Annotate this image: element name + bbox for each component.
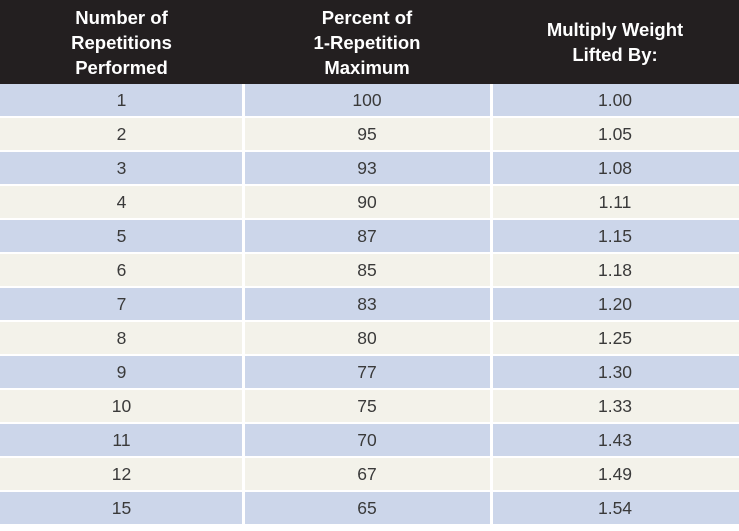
cell-repetitions: 9: [116, 361, 127, 382]
cell-repetitions: 15: [111, 497, 132, 518]
cell-percent: 80: [357, 327, 377, 348]
cell-repetitions: 3: [116, 157, 127, 178]
cell-multiplier: 1.08: [597, 157, 633, 178]
cell-percent: 100: [352, 89, 382, 110]
cell-percent: 65: [357, 497, 377, 518]
cell-repetitions: 8: [116, 327, 127, 348]
table-row: 5 87 1.15: [0, 220, 739, 254]
table-row: 12 67 1.49: [0, 458, 739, 492]
column-divider: [490, 84, 493, 531]
cell-repetitions: 5: [116, 225, 127, 246]
cell-percent: 83: [357, 293, 377, 314]
cell-percent: 75: [357, 395, 377, 416]
cell-percent: 95: [357, 123, 377, 144]
table-header: Number of Repetitions Performed Percent …: [0, 0, 739, 84]
cell-multiplier: 1.25: [597, 327, 633, 348]
cell-percent: 77: [357, 361, 377, 382]
cell-percent: 67: [357, 463, 377, 484]
cell-multiplier: 1.11: [598, 191, 632, 212]
header-repetitions: Number of Repetitions Performed: [71, 6, 172, 78]
cell-multiplier: 1.30: [597, 361, 633, 382]
cell-percent: 70: [357, 429, 377, 450]
cell-multiplier: 1.20: [597, 293, 633, 314]
cell-multiplier: 1.15: [597, 225, 633, 246]
table-row: 10 75 1.33: [0, 390, 739, 424]
header-multiplier: Multiply Weight Lifted By:: [546, 19, 684, 65]
table-row: 1 100 1.00: [0, 84, 739, 118]
header-percent-1rm: Percent of 1-Repetition Maximum: [313, 6, 421, 78]
table-row: 7 83 1.20: [0, 288, 739, 322]
table-row: 8 80 1.25: [0, 322, 739, 356]
table-row: 15 65 1.54: [0, 492, 739, 526]
cell-repetitions: 2: [116, 123, 127, 144]
cell-repetitions: 7: [116, 293, 127, 314]
cell-multiplier: 1.33: [597, 395, 633, 416]
table-row: 3 93 1.08: [0, 152, 739, 186]
column-divider: [242, 84, 245, 531]
table-row: 6 85 1.18: [0, 254, 739, 288]
cell-repetitions: 12: [111, 463, 132, 484]
cell-percent: 93: [357, 157, 377, 178]
table-row: 4 90 1.11: [0, 186, 739, 220]
cell-repetitions: 11: [112, 429, 131, 450]
cell-multiplier: 1.18: [597, 259, 633, 280]
cell-percent: 90: [357, 191, 377, 212]
cell-repetitions: 1: [116, 89, 127, 110]
table-row: 11 70 1.43: [0, 424, 739, 458]
cell-multiplier: 1.49: [597, 463, 633, 484]
cell-multiplier: 1.43: [597, 429, 633, 450]
table-row: 2 95 1.05: [0, 118, 739, 152]
cell-repetitions: 4: [116, 191, 127, 212]
cell-multiplier: 1.05: [597, 123, 633, 144]
cell-repetitions: 6: [116, 259, 127, 280]
cell-multiplier: 1.54: [597, 497, 633, 518]
cell-percent: 87: [357, 225, 377, 246]
cell-repetitions: 10: [111, 395, 132, 416]
cell-percent: 85: [357, 259, 377, 280]
table-body: 1 100 1.00 2 95 1.05 3 93 1.08 4 90 1.11 5 87 1.15 6 85 1…: [0, 84, 739, 526]
table-row: 9 77 1.30: [0, 356, 739, 390]
cell-multiplier: 1.00: [597, 89, 633, 110]
